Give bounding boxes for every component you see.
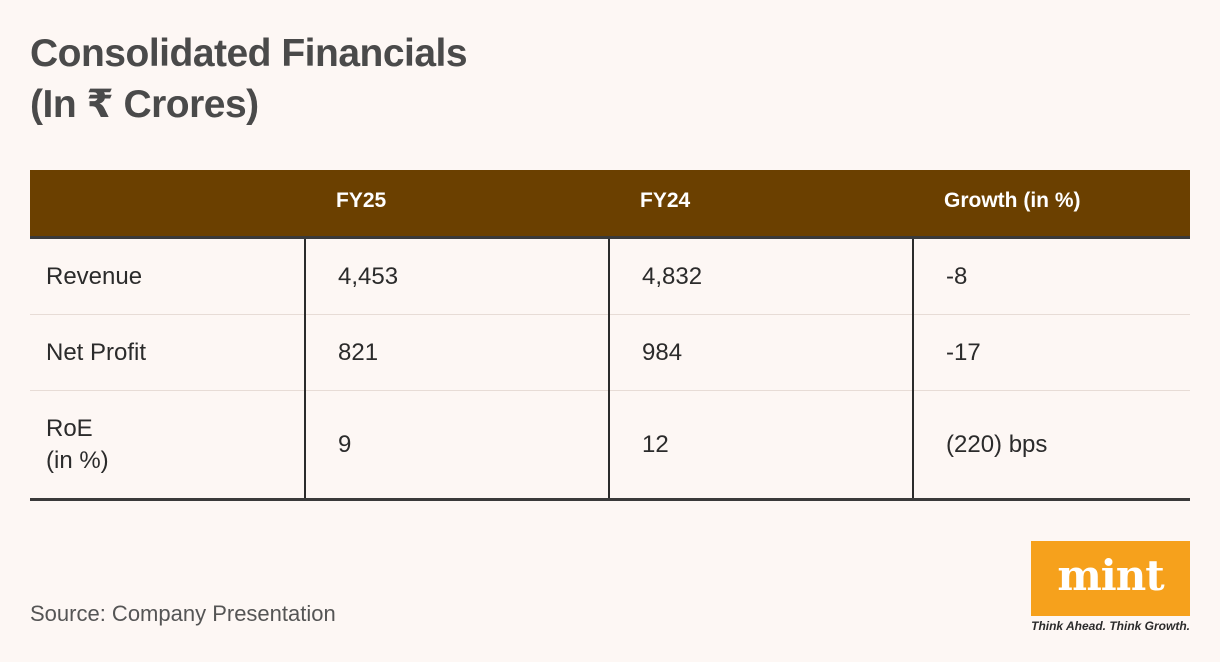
column-divider <box>304 239 306 499</box>
row-label-roe-line-2: (in %) <box>46 446 109 474</box>
cell-net-profit-fy25: 821 <box>338 338 379 366</box>
row-label-net-profit: Net Profit <box>46 338 147 366</box>
page-title: Consolidated Financials (In ₹ Crores) <box>30 28 468 130</box>
financials-table: FY25 FY24 Growth (in %) Revenue 4,453 4,… <box>30 170 1190 501</box>
column-header-fy24: FY24 <box>640 189 691 212</box>
cell-revenue-fy25: 4,453 <box>338 262 399 290</box>
cell-roe-growth: (220) bps <box>946 430 1048 458</box>
mint-logo: mint <box>1031 541 1190 616</box>
table-row: Net Profit 821 984 -17 <box>30 315 1190 391</box>
table-bottom-rule <box>30 498 1190 501</box>
row-label-roe: RoE (in %) <box>46 391 109 498</box>
row-label-revenue: Revenue <box>46 262 143 290</box>
title-line-1: Consolidated Financials <box>30 32 468 75</box>
column-divider <box>608 239 610 499</box>
mint-logo-text: mint <box>1057 551 1164 600</box>
table-row: Revenue 4,453 4,832 -8 <box>30 239 1190 315</box>
source-note: Source: Company Presentation <box>30 601 336 626</box>
column-header-growth: Growth (in %) <box>944 189 1081 212</box>
row-label-roe-line-1: RoE <box>46 414 93 442</box>
cell-net-profit-fy24: 984 <box>642 338 683 366</box>
cell-roe-fy24: 12 <box>642 430 669 458</box>
cell-net-profit-growth: -17 <box>946 338 981 366</box>
table-row: RoE (in %) 9 12 (220) bps <box>30 391 1190 498</box>
cell-revenue-growth: -8 <box>946 262 968 290</box>
cell-roe-fy25: 9 <box>338 430 352 458</box>
mint-tagline: Think Ahead. Think Growth. <box>1031 619 1190 633</box>
column-header-fy25: FY25 <box>336 189 387 212</box>
title-line-2: (In ₹ Crores) <box>30 83 259 126</box>
cell-revenue-fy24: 4,832 <box>642 262 703 290</box>
column-divider <box>912 239 914 499</box>
table-header: FY25 FY24 Growth (in %) <box>30 170 1190 239</box>
